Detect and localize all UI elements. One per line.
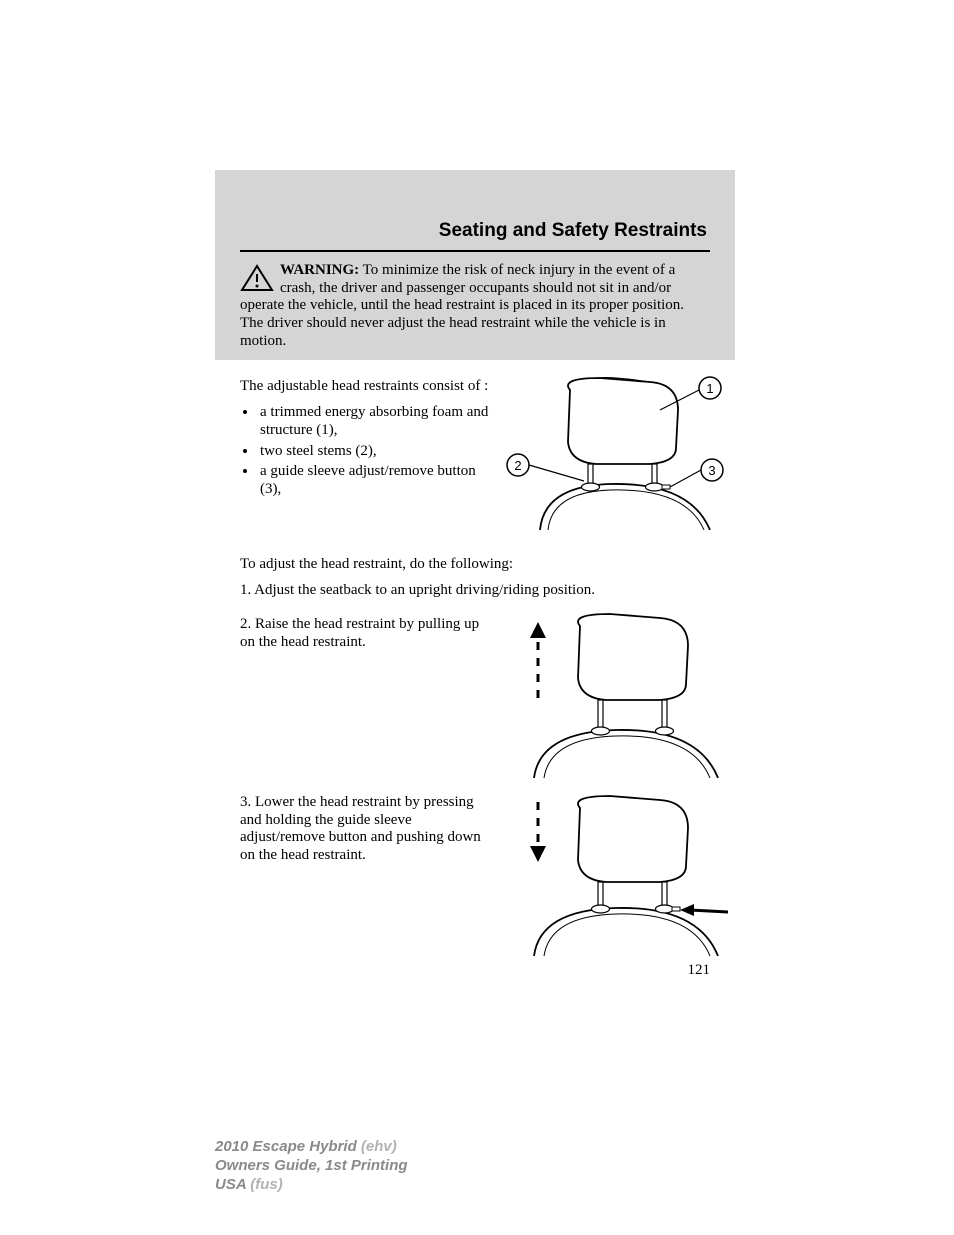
footer-line-2: Owners Guide, 1st Printing	[215, 1157, 408, 1176]
step-1: 1. Adjust the seatback to an upright dri…	[240, 582, 710, 600]
adjust-intro: To adjust the head restraint, do the fol…	[240, 556, 710, 574]
bullet-item: a trimmed energy absorbing foam and stru…	[258, 404, 490, 439]
diagram-raise	[500, 608, 734, 778]
footer-line-3: USA (fus)	[215, 1176, 408, 1195]
title-rule	[240, 250, 710, 252]
bullet-item: two steel stems (2),	[258, 443, 490, 461]
intro-text: The adjustable head restraints consist o…	[240, 378, 490, 396]
callout-3: 3	[708, 463, 715, 478]
step2-row: 2. Raise the head restraint by pulling u…	[240, 608, 710, 778]
warning-caption: WARNING:	[280, 262, 359, 278]
diagram-components: 1 2 3	[500, 370, 734, 530]
callout-2: 2	[514, 458, 521, 473]
step-2: 2. Raise the head restraint by pulling u…	[240, 616, 490, 651]
bullet-item: a guide sleeve adjust/remove button (3),	[258, 463, 490, 498]
components-row: The adjustable head restraints consist o…	[240, 370, 710, 530]
component-list: a trimmed energy absorbing foam and stru…	[258, 404, 490, 498]
page-number: 121	[240, 962, 710, 980]
warning-triangle-icon	[240, 264, 274, 292]
step-3: 3. Lower the head restraint by pressing …	[240, 794, 490, 865]
diagram-lower	[500, 786, 734, 956]
callout-1: 1	[706, 381, 713, 396]
manual-page: Seating and Safety Restraints WARNING: T…	[215, 170, 735, 998]
step3-row: 3. Lower the head restraint by pressing …	[240, 786, 710, 956]
footer: 2010 Escape Hybrid (ehv) Owners Guide, 1…	[215, 1138, 408, 1194]
footer-line-1: 2010 Escape Hybrid (ehv)	[215, 1138, 408, 1157]
warning-block: WARNING: To minimize the risk of neck in…	[215, 262, 735, 360]
body-area: The adjustable head restraints consist o…	[215, 360, 735, 997]
section-title: Seating and Safety Restraints	[215, 170, 735, 250]
